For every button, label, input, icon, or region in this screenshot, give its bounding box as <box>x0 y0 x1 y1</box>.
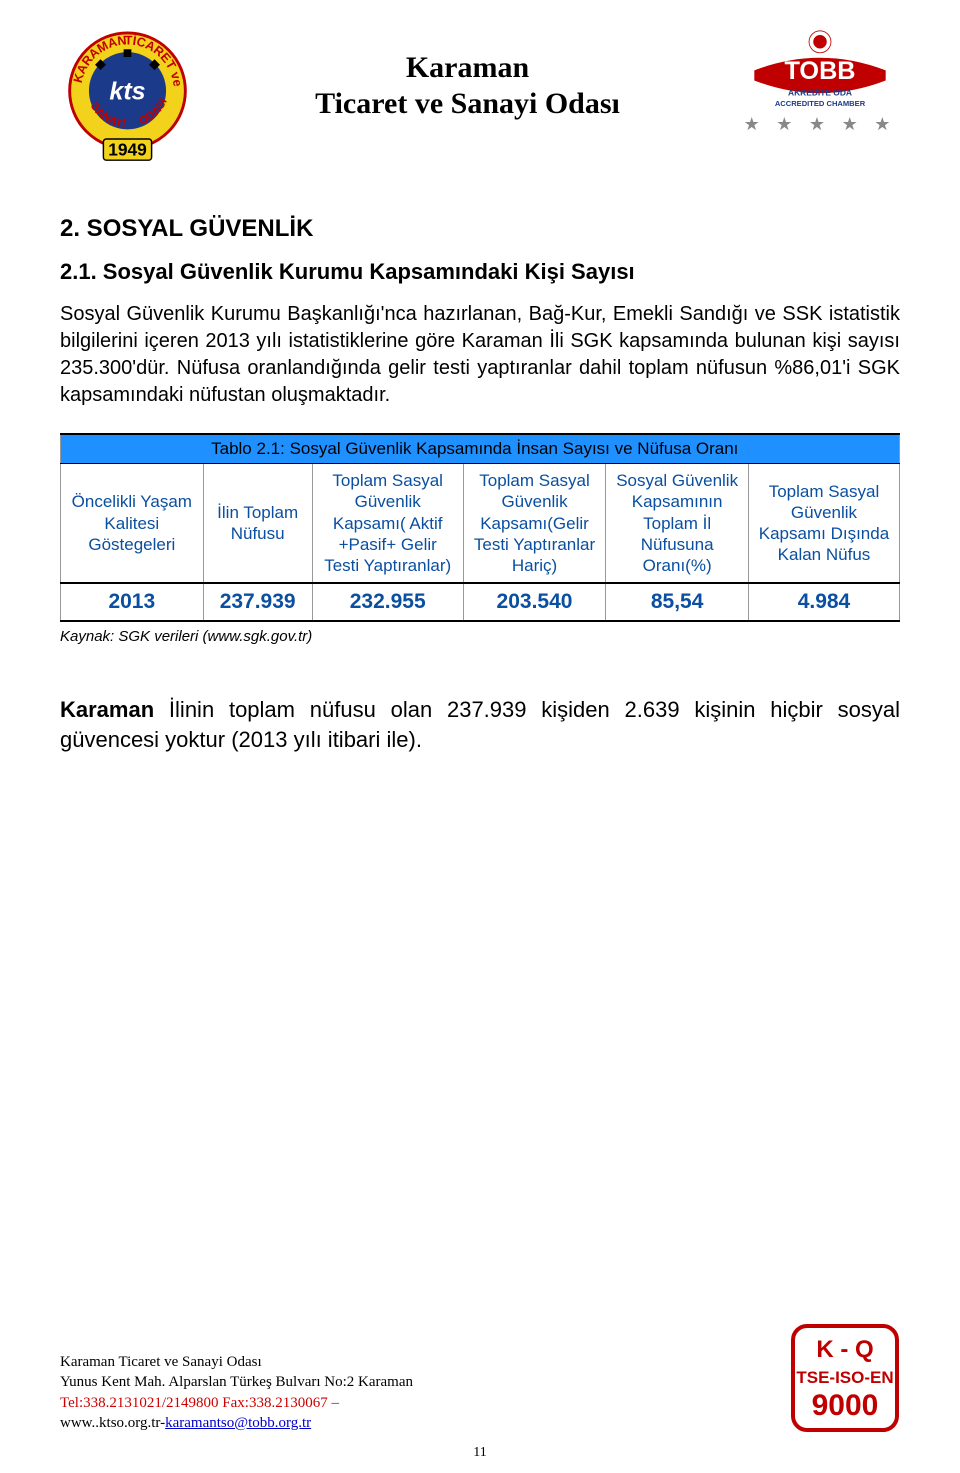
page-header: KARAMAN TİCARET ve SANAYİ ODASI kts 1949… <box>60 30 900 165</box>
cell-5: 4.984 <box>748 583 899 621</box>
ktso-logo-svg: KARAMAN TİCARET ve SANAYİ ODASI kts 1949 <box>60 30 195 165</box>
table-col-5: Toplam Sasyal Güvenlik Kapsamı Dışında K… <box>748 464 899 584</box>
subsection-heading: 2.1. Sosyal Güvenlik Kurumu Kapsamındaki… <box>60 259 900 285</box>
table-col-4: Sosyal Güvenlik Kapsamının Toplam İl Nüf… <box>606 464 749 584</box>
table-col-2: Toplam Sasyal Güvenlik Kapsamı( Aktif +P… <box>312 464 463 584</box>
footer-web: www..ktso.org.tr-karamantso@tobb.org.tr <box>60 1413 413 1433</box>
tobb-subtitle-en: ACCREDITED CHAMBER <box>775 99 866 108</box>
cert-logo-svg: K - Q TSE-ISO-EN 9000 <box>790 1323 900 1433</box>
tobb-brand: TOBB <box>784 57 855 85</box>
table-col-1: İlin Toplam Nüfusu <box>203 464 312 584</box>
cell-4: 85,54 <box>606 583 749 621</box>
tobb-subtitle-tr: AKREDİTE ODA <box>788 88 852 98</box>
table-caption-row: Tablo 2.1: Sosyal Güvenlik Kapsamında İn… <box>61 434 900 464</box>
tobb-logo-block: TOBB AKREDİTE ODA ACCREDITED CHAMBER ★ ★… <box>740 30 900 135</box>
cell-0: 2013 <box>61 583 204 621</box>
footer-tel: Tel:338.2131021/2149800 Fax:338.2130067 … <box>60 1393 413 1413</box>
table-header-row: Öncelikli Yaşam Kalitesi Göstegeleri İli… <box>61 464 900 584</box>
page-footer: Karaman Ticaret ve Sanayi Odası Yunus Ke… <box>60 1323 900 1433</box>
footer-address: Yunus Kent Mah. Alparslan Türkeş Bulvarı… <box>60 1372 413 1392</box>
table-col-0: Öncelikli Yaşam Kalitesi Göstegeleri <box>61 464 204 584</box>
tobb-stars: ★ ★ ★ ★ ★ <box>740 114 900 135</box>
footer-web-link[interactable]: karamantso@tobb.org.tr <box>165 1415 311 1431</box>
conclusion-paragraph: Karaman İlinin toplam nüfusu olan 237.93… <box>60 695 900 754</box>
table-caption: Tablo 2.1: Sosyal Güvenlik Kapsamında İn… <box>203 434 899 464</box>
footer-text-block: Karaman Ticaret ve Sanayi Odası Yunus Ke… <box>60 1352 413 1433</box>
header-title-line2: Ticaret ve Sanayi Odası <box>195 86 740 122</box>
conclusion-bold: Karaman <box>60 697 154 722</box>
tobb-logo-svg: TOBB AKREDİTE ODA ACCREDITED CHAMBER <box>740 30 900 110</box>
section-heading: 2. SOSYAL GÜVENLİK <box>60 215 900 243</box>
cell-2: 232.955 <box>312 583 463 621</box>
ktso-logo-text: kts <box>109 77 145 105</box>
cert-top: K - Q <box>816 1336 873 1363</box>
ktso-logo-year: 1949 <box>108 139 147 159</box>
cell-3: 203.540 <box>463 583 606 621</box>
cert-bottom: 9000 <box>812 1389 879 1422</box>
table-col-3: Toplam Sasyal Güvenlik Kapsamı(Gelir Tes… <box>463 464 606 584</box>
cell-1: 237.939 <box>203 583 312 621</box>
header-title: Karaman Ticaret ve Sanayi Odası <box>195 30 740 122</box>
conclusion-rest: İlinin toplam nüfusu olan 237.939 kişide… <box>60 697 900 752</box>
footer-org: Karaman Ticaret ve Sanayi Odası <box>60 1352 413 1372</box>
page-number: 11 <box>473 1445 486 1461</box>
cert-mid: TSE-ISO-EN <box>796 1368 893 1387</box>
ktso-logo: KARAMAN TİCARET ve SANAYİ ODASI kts 1949 <box>60 30 195 165</box>
table-source: Kaynak: SGK verileri (www.sgk.gov.tr) <box>60 628 900 645</box>
data-table: Tablo 2.1: Sosyal Güvenlik Kapsamında İn… <box>60 433 900 622</box>
cert-logo: K - Q TSE-ISO-EN 9000 <box>790 1323 900 1433</box>
table-data-row: 2013 237.939 232.955 203.540 85,54 4.984 <box>61 583 900 621</box>
body-paragraph: Sosyal Güvenlik Kurumu Başkanlığı'nca ha… <box>60 301 900 409</box>
header-title-line1: Karaman <box>195 50 740 86</box>
footer-web-prefix: www..ktso.org.tr- <box>60 1415 165 1431</box>
